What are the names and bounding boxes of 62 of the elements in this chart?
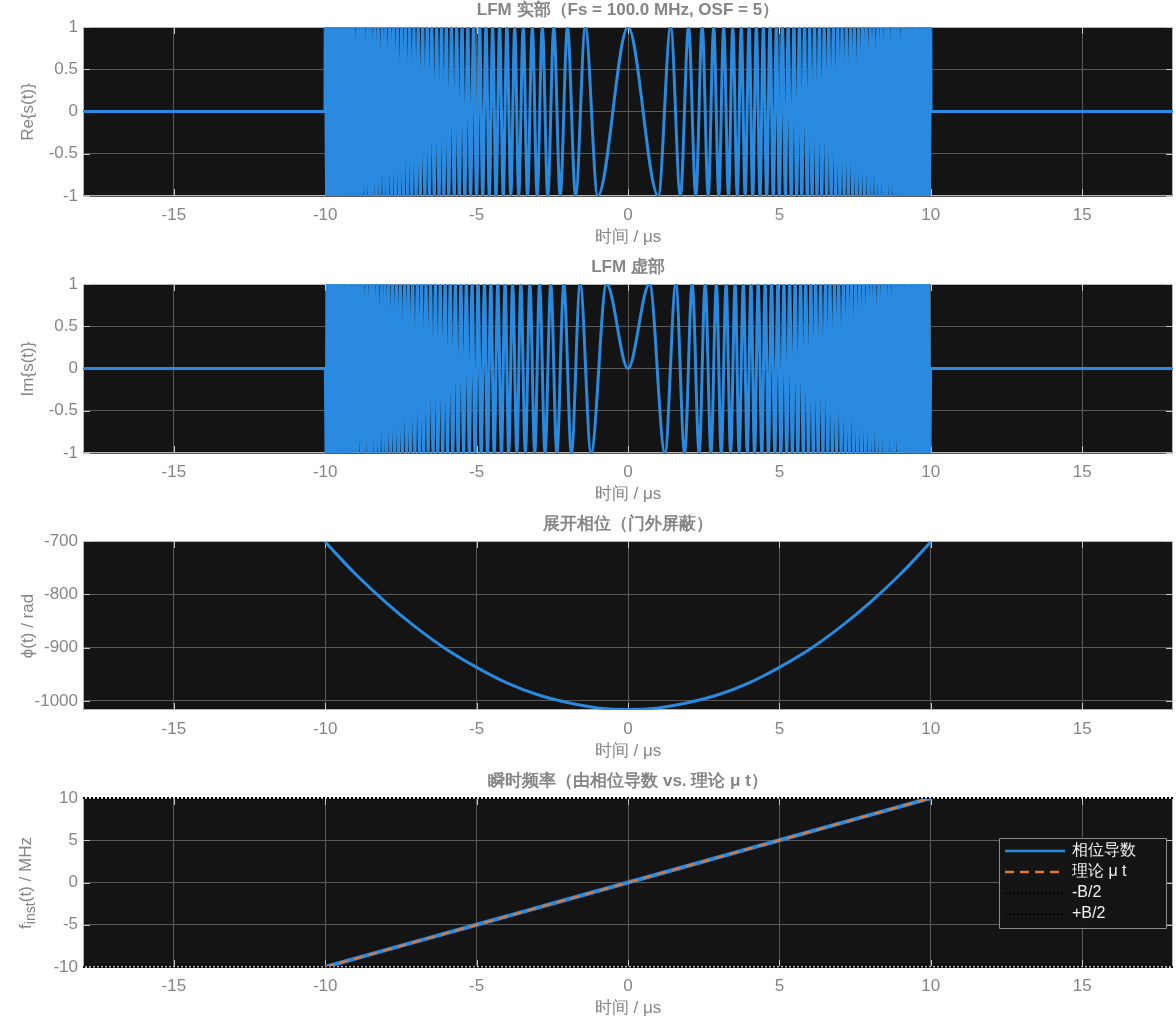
x-tick-label: -15 [161, 975, 187, 995]
y-tick-label: 10 [59, 787, 78, 807]
y-tick-label: -10 [53, 956, 78, 976]
x-tick-label: 15 [1072, 461, 1092, 481]
x-tick-label: -10 [312, 718, 338, 738]
y-tick-label: 0.5 [54, 315, 78, 335]
legend-label: +B/2 [1072, 904, 1106, 922]
x-tick-label: -10 [312, 975, 338, 995]
y-axis-title: Im{s(t)} [18, 341, 38, 396]
y-tick-label: 5 [68, 829, 78, 849]
x-tick-label: -5 [469, 718, 485, 738]
y-tick-label: 0 [68, 872, 78, 892]
x-tick-label: -15 [161, 718, 187, 738]
y-tick-label: -1000 [34, 690, 78, 710]
chart-title: 瞬时频率（由相位导数 vs. 理论 μ t） [488, 771, 768, 791]
x-tick-label: -5 [469, 461, 485, 481]
x-tick-label: 5 [774, 975, 785, 995]
chart-title: LFM 虚部 [591, 257, 665, 277]
x-tick-label: 15 [1072, 975, 1092, 995]
legend-label: 理论 μ t [1072, 862, 1128, 880]
y-tick-label: -700 [43, 530, 78, 550]
y-tick-label: -1 [62, 185, 78, 205]
x-tick-label: -5 [469, 975, 485, 995]
y-tick-label: 1 [68, 16, 78, 36]
chart-title: LFM 实部（Fs = 100.0 MHz, OSF = 5） [476, 0, 780, 20]
y-tick-label: -900 [43, 637, 78, 657]
x-tick-label: -5 [469, 204, 485, 224]
x-tick-label: -15 [161, 461, 187, 481]
x-tick-label: 15 [1072, 204, 1092, 224]
x-tick-label: -10 [312, 461, 338, 481]
x-tick-label: 0 [623, 204, 633, 224]
chart-title: 展开相位（门外屏蔽） [543, 514, 713, 534]
legend-label: -B/2 [1072, 883, 1102, 901]
y-axis-title: Re{s(t)} [18, 82, 38, 141]
y-tick-label: 0.5 [54, 58, 78, 78]
y-tick-label: -0.5 [48, 143, 78, 163]
y-tick-label: 0 [68, 101, 78, 121]
x-tick-label: -15 [161, 204, 187, 224]
x-axis-title: 时间 / μs [594, 998, 662, 1018]
x-axis-title: 时间 / μs [594, 741, 662, 761]
x-tick-label: 0 [623, 718, 633, 738]
x-tick-label: 10 [921, 461, 941, 481]
legend-label: 相位导数 [1072, 841, 1136, 859]
x-tick-label: 5 [774, 204, 785, 224]
x-tick-label: 0 [623, 461, 633, 481]
y-tick-label: -5 [62, 914, 78, 934]
y-tick-label: -800 [43, 584, 78, 603]
x-tick-label: 5 [774, 461, 785, 481]
x-tick-label: 10 [921, 975, 941, 995]
x-axis-title: 时间 / μs [594, 484, 662, 504]
x-tick-label: -10 [312, 204, 338, 224]
x-tick-label: 10 [921, 718, 941, 738]
x-tick-label: 5 [774, 718, 785, 738]
y-tick-label: -0.5 [48, 400, 78, 420]
y-tick-label: 0 [68, 358, 78, 378]
y-tick-label: -1 [62, 442, 78, 462]
y-axis-title: ϕ(t) / rad [18, 593, 38, 658]
x-tick-label: 15 [1072, 718, 1092, 738]
x-tick-label: 0 [623, 975, 633, 995]
x-axis-title: 时间 / μs [594, 227, 662, 247]
x-tick-label: 10 [921, 204, 941, 224]
y-tick-label: 1 [68, 273, 78, 293]
